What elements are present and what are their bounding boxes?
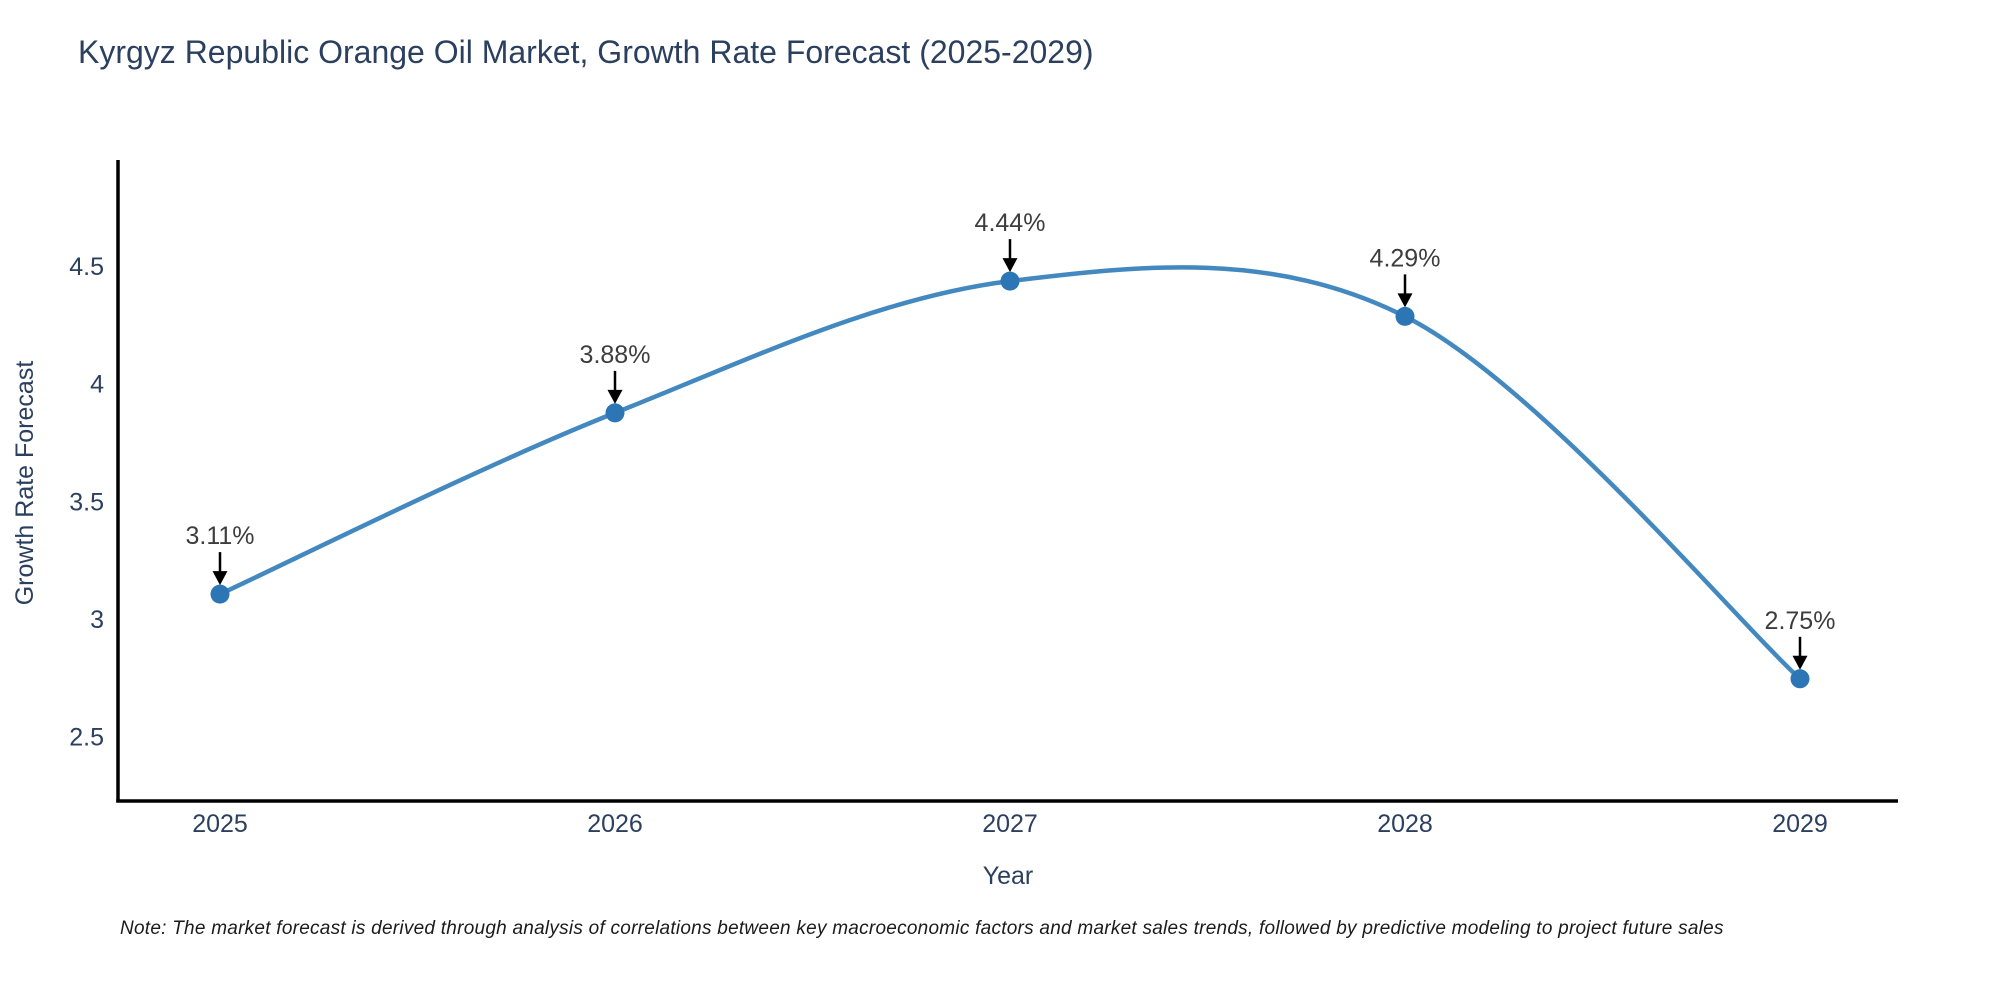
data-point-marker (1000, 271, 1020, 291)
data-point-marker (210, 584, 230, 604)
data-point-marker (1395, 306, 1415, 326)
y-tick-label: 4.5 (69, 253, 104, 281)
point-value-label: 4.44% (975, 209, 1046, 237)
x-axis-title: Year (982, 862, 1034, 890)
x-tick-label: 2026 (587, 810, 643, 838)
point-value-label: 4.29% (1370, 244, 1441, 272)
point-value-label: 3.11% (185, 522, 254, 550)
annotation-arrowhead (1397, 293, 1413, 308)
annotation-arrowhead (607, 389, 623, 404)
annotation-arrowhead (1002, 258, 1018, 273)
point-value-label: 2.75% (1765, 607, 1836, 635)
x-tick-label: 2027 (982, 810, 1038, 838)
y-tick-label: 3 (90, 606, 104, 634)
x-tick-label: 2028 (1377, 810, 1433, 838)
footnote: Note: The market forecast is derived thr… (120, 918, 1724, 939)
x-tick-label: 2029 (1772, 810, 1828, 838)
annotation-arrowhead (212, 571, 228, 586)
annotation-arrowhead (1792, 655, 1808, 670)
point-value-label: 3.88% (580, 341, 651, 369)
chart-title: Kyrgyz Republic Orange Oil Market, Growt… (78, 34, 1094, 70)
forecast-line (217, 265, 1803, 682)
y-tick-label: 4 (90, 371, 104, 399)
x-tick-label: 2025 (192, 810, 248, 838)
data-point-marker (605, 403, 625, 423)
data-point-marker (1790, 669, 1810, 689)
y-tick-label: 2.5 (69, 724, 104, 752)
y-tick-label: 3.5 (69, 488, 104, 516)
